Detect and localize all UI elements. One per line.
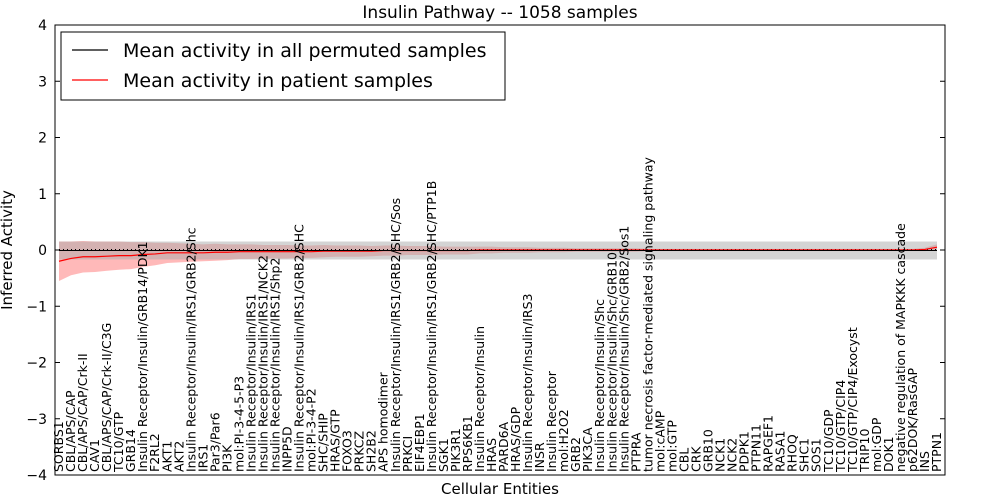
entity-label: mol:cAMP bbox=[652, 410, 667, 472]
entity-label: NCK1 bbox=[713, 438, 728, 472]
y-tick-label: 3 bbox=[38, 74, 47, 90]
y-tick-label: 1 bbox=[38, 187, 47, 203]
entity-label: PIK3R1 bbox=[448, 428, 463, 472]
entity-label: Insulin Receptor/Insulin/IRS3 bbox=[520, 294, 535, 472]
entity-label: Insulin Receptor/Insulin/IRS1 bbox=[243, 294, 258, 472]
series-lines bbox=[58, 246, 938, 262]
entity-label: TRIP10 bbox=[857, 429, 872, 473]
entity-label: tumor necrosis factor-mediated signaling… bbox=[640, 156, 655, 472]
entity-label: p62DOK/RasGAP bbox=[905, 367, 920, 472]
y-tick-label: −1 bbox=[26, 299, 47, 315]
entity-label: AKT2 bbox=[171, 441, 186, 472]
x-axis-label: Cellular Entities bbox=[441, 480, 559, 498]
y-tick-label: −3 bbox=[26, 412, 47, 428]
entity-labels: SORBS1CBL/APS/CAPCBL/APS/CAP/Crk-IICAV1C… bbox=[51, 156, 944, 473]
legend-label-patient: Mean activity in patient samples bbox=[123, 70, 433, 92]
entity-label: RPS6KB1 bbox=[460, 415, 475, 472]
entity-label: TC10/GDP bbox=[821, 409, 836, 473]
entity-label: PRKCZ bbox=[352, 431, 367, 472]
y-tick-label: −4 bbox=[26, 468, 47, 484]
entity-label: HRAS/GDP bbox=[508, 406, 523, 472]
entity-label: Insulin Receptor/Insulin/Shc/GRB2/Sos1 bbox=[616, 226, 631, 472]
entity-label: Insulin Receptor/Insulin/IRS1/GRB2/SHC bbox=[292, 224, 307, 472]
entity-label: SHC/SHIP bbox=[316, 413, 331, 472]
entity-label: Insulin Receptor/Insulin/IRS1/NCK2 bbox=[255, 255, 270, 472]
entity-label: INPP5D bbox=[280, 426, 295, 472]
entity-label: Par3/Par6 bbox=[207, 412, 222, 472]
axis-ticks: −4 −3 −2 −1 0 1 2 3 4 bbox=[26, 18, 945, 484]
entity-label: IRS1 bbox=[195, 444, 210, 472]
entity-label: TC10/GTP/CIP4/Exocyst bbox=[845, 327, 860, 473]
entity-label: Insulin Receptor/Insulin/IRS1/GRB2/SHC/P… bbox=[424, 181, 439, 472]
entity-label: SHC1 bbox=[797, 438, 812, 472]
entity-label: CBL/APS/CAP bbox=[63, 390, 78, 472]
entity-label: PRKCI bbox=[400, 436, 415, 472]
entity-label: RAPGEF1 bbox=[761, 415, 776, 472]
chart-title: Insulin Pathway -- 1058 samples bbox=[362, 3, 637, 23]
entity-label: CRK bbox=[688, 446, 703, 472]
entity-label: Insulin Receptor/Insulin/IRS1/GRB2/SHC/S… bbox=[388, 198, 403, 472]
y-tick-label: −2 bbox=[26, 356, 47, 372]
entity-label: CBL bbox=[676, 448, 691, 472]
entity-label: INSR bbox=[532, 442, 547, 472]
entity-label: PARD6A bbox=[496, 421, 511, 472]
entity-label: F2RL2 bbox=[147, 433, 162, 472]
entity-label: HRAS bbox=[484, 438, 499, 472]
entity-label: negative regulation of MAPKKK cascade bbox=[893, 223, 908, 472]
entity-label: mol:PI-3-4-P2 bbox=[304, 388, 319, 472]
entity-label: Insulin Receptor/Insulin/Shc/GRB10 bbox=[604, 252, 619, 472]
legend-box bbox=[60, 31, 506, 101]
entity-label: CAV1 bbox=[87, 439, 102, 472]
entity-label: RASA1 bbox=[773, 431, 788, 472]
entity-label: Insulin Receptor/Insulin/IRS1/GRB2/Shc bbox=[183, 227, 198, 472]
entity-label: NCK2 bbox=[725, 438, 740, 472]
entity-label: SGK1 bbox=[436, 438, 451, 472]
entity-label: EIF4EBP1 bbox=[412, 413, 427, 472]
entity-label: HRAS/GTP bbox=[328, 409, 343, 472]
entity-label: PDPK1 bbox=[737, 431, 752, 472]
entity-label: TC10/GTP bbox=[111, 411, 126, 473]
entity-label: Insulin Receptor/Insulin/IRS1/Shp2 bbox=[267, 258, 282, 472]
entity-label: PTPRA bbox=[628, 432, 643, 472]
entity-label: PTPN11 bbox=[749, 424, 764, 472]
entity-label: CBL/APS/CAP/Crk-II/C3G bbox=[99, 323, 114, 472]
patient-mean-line bbox=[58, 246, 938, 262]
entity-label: Insulin Receptor/Insulin/GRB14/PDK1 bbox=[135, 241, 150, 472]
entity-label: PI3K bbox=[219, 444, 234, 472]
entity-label: TC10/GTP/CIP4 bbox=[833, 380, 848, 473]
legend: Mean activity in all permuted samples Me… bbox=[60, 31, 506, 101]
entity-label: Insulin Receptor bbox=[544, 370, 559, 472]
y-tick-label: 2 bbox=[38, 131, 47, 147]
entity-label: AKT1 bbox=[159, 441, 174, 472]
entity-label: INS bbox=[917, 451, 932, 472]
entity-label: mol:GDP bbox=[869, 417, 884, 472]
y-tick-label: 4 bbox=[38, 18, 47, 34]
entity-label: GRB14 bbox=[123, 429, 138, 472]
entity-label: mol:PI-3-4-5-P3 bbox=[231, 376, 246, 472]
y-axis-label: Inferred Activity bbox=[0, 190, 16, 310]
plot-frame bbox=[54, 24, 946, 476]
entity-label: APS homodimer bbox=[376, 371, 391, 472]
entity-label: Insulin Receptor/Insulin bbox=[472, 326, 487, 472]
entity-label: mol:GTP bbox=[664, 420, 679, 472]
entity-label: SH2B2 bbox=[364, 430, 379, 472]
y-tick-label: 0 bbox=[38, 243, 47, 259]
entity-label: PIK3CA bbox=[580, 427, 595, 472]
legend-label-permuted: Mean activity in all permuted samples bbox=[123, 40, 486, 62]
entity-label: mol:H2O2 bbox=[556, 409, 571, 472]
entity-label: FOXO3 bbox=[340, 430, 355, 472]
entity-label: PTPN1 bbox=[929, 432, 944, 472]
entity-label: GRB10 bbox=[700, 429, 715, 472]
entity-label: RHOQ bbox=[785, 434, 800, 472]
entity-label: Insulin Receptor/Insulin/Shc bbox=[592, 299, 607, 472]
entity-label: GRB2 bbox=[568, 437, 583, 472]
entity-label: SOS1 bbox=[809, 438, 824, 472]
entity-label: CBL/APS/CAP/Crk-II bbox=[75, 353, 90, 472]
entity-label: DOK1 bbox=[881, 436, 896, 472]
